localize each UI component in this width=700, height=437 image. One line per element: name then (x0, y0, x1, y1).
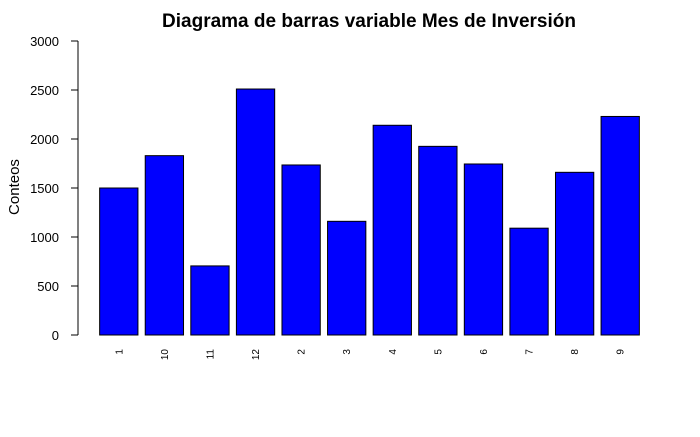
y-tick-label: 0 (52, 328, 59, 343)
y-tick-label: 1000 (30, 230, 59, 245)
bars-group (99, 88, 640, 336)
x-tick-label: 9 (616, 349, 627, 355)
x-tick-label: 5 (433, 349, 444, 355)
bar-9 (600, 115, 640, 336)
y-tick-label: 500 (37, 279, 59, 294)
bar-7 (509, 227, 549, 336)
bar-1 (99, 187, 139, 336)
x-tick-label: 1 (114, 349, 125, 355)
y-tick-label: 3000 (30, 34, 59, 49)
chart-title: Diagrama de barras variable Mes de Inver… (162, 11, 576, 32)
bar-2 (281, 164, 321, 336)
x-tick-label: 8 (570, 349, 581, 355)
bar-8 (554, 171, 595, 336)
x-tick-label: 3 (342, 349, 353, 355)
bar-10 (144, 155, 185, 336)
bar-6 (463, 163, 504, 336)
x-tick-label: 11 (205, 349, 216, 360)
bar-5 (418, 145, 458, 336)
y-axis-label: Conteos (6, 159, 23, 215)
bar-11 (190, 265, 230, 336)
bar-4 (372, 124, 412, 336)
x-tick-label: 6 (479, 349, 490, 355)
x-tick-label: 7 (525, 349, 536, 355)
y-tick-label: 2000 (30, 132, 59, 147)
x-tick-label: 4 (388, 349, 399, 355)
y-tick-label: 1500 (30, 181, 59, 196)
x-tick-label: 2 (297, 349, 308, 355)
bar-3 (327, 220, 367, 336)
bar-12 (235, 88, 276, 336)
x-tick-label: 12 (251, 349, 262, 361)
y-axis: 0 500 1000 1500 2000 2500 3000 (30, 34, 79, 343)
x-tick-label: 10 (160, 349, 171, 361)
x-tick-labels: 1 10 11 12 2 3 4 5 6 7 8 9 (114, 349, 626, 361)
y-tick-label: 2500 (30, 83, 59, 98)
